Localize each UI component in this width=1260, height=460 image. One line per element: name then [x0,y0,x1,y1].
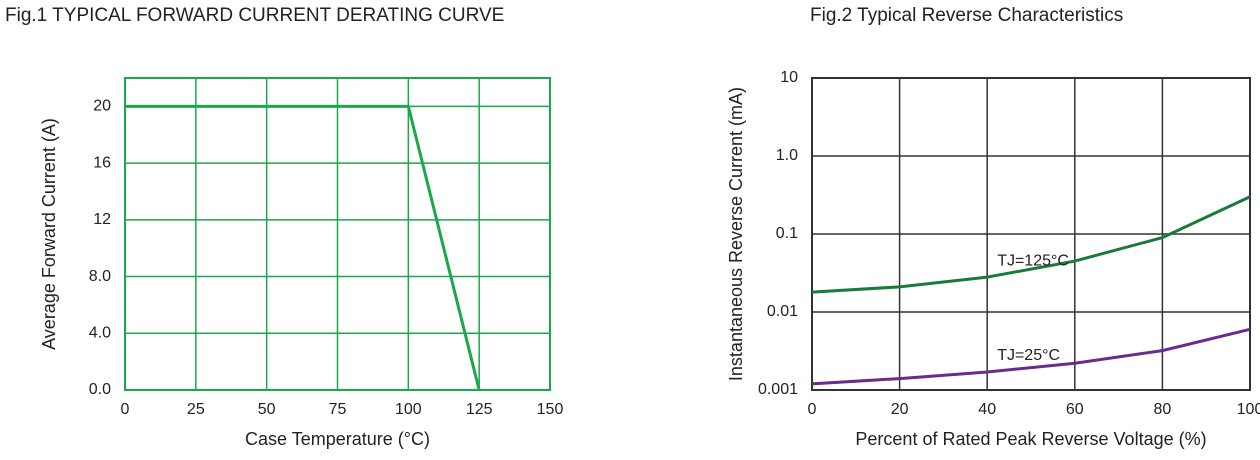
series-label: TJ=25°C [997,347,1060,364]
chart-title: Fig.2 Typical Reverse Characteristics [810,5,1123,26]
series-line [811,327,1251,386]
y-tick-label: 0.1 [776,225,798,242]
x-tick-label: 80 [1154,401,1172,418]
x-tick-label: 125 [466,401,493,418]
series-line [811,195,1251,294]
x-tick-label: 0 [121,401,130,418]
x-tick-label: 0 [808,401,817,418]
x-tick-label: 150 [537,401,564,418]
x-axis-title: Case Temperature (°C) [245,429,430,449]
chart-title: Fig.1 TYPICAL FORWARD CURRENT DERATING C… [5,5,504,26]
y-tick-label: 20 [93,98,111,115]
y-tick-label: 10 [780,69,798,86]
x-tick-label: 60 [1066,401,1084,418]
y-tick-label: 8.0 [89,268,111,285]
y-axis-title: Instantaneous Reverse Current (mA) [726,87,746,381]
y-tick-label: 0.01 [767,303,798,320]
x-tick-label: 75 [329,401,347,418]
series-line [125,104,481,391]
y-tick-label: 0.001 [758,381,798,398]
y-tick-label: 0.0 [89,381,111,398]
x-tick-label: 100 [395,401,422,418]
y-tick-label: 16 [93,154,111,171]
x-tick-label: 100 [1237,401,1260,418]
series-label: TJ=125°C [997,252,1069,269]
y-tick-label: 1.0 [776,147,798,164]
x-tick-label: 50 [258,401,276,418]
y-tick-label: 12 [93,211,111,228]
x-tick-label: 20 [891,401,909,418]
x-tick-label: 25 [187,401,205,418]
x-tick-label: 40 [978,401,996,418]
y-tick-label: 4.0 [89,324,111,341]
x-axis-title: Percent of Rated Peak Reverse Voltage (%… [855,429,1206,449]
y-axis-title: Average Forward Current (A) [39,118,59,350]
